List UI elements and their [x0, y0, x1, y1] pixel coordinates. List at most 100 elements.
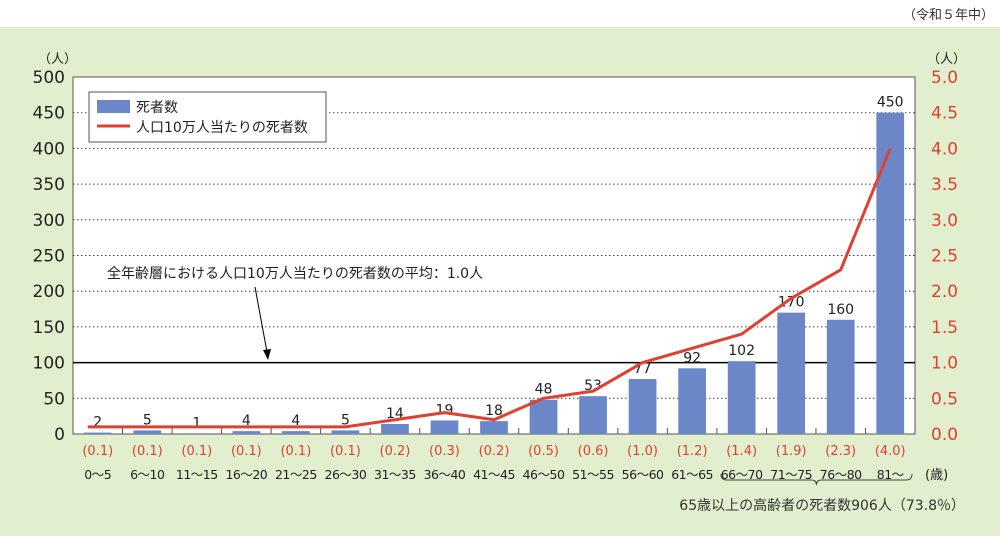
rate-label: (0.2)	[380, 444, 411, 459]
bar	[777, 312, 806, 434]
rate-label: (1.9)	[776, 444, 807, 459]
bar	[826, 319, 855, 434]
bar	[876, 112, 905, 434]
x-tick-label: 81～	[877, 467, 904, 482]
bracket-label: 65歳以上の高齢者の死者数906人（73.8％）	[679, 497, 965, 514]
bar-value-label: 18	[485, 403, 503, 419]
y-right-tick-label: 1.0	[931, 354, 958, 374]
bar-value-label: 2	[93, 415, 102, 431]
x-tick-label: 31～35	[374, 467, 416, 482]
x-tick-label: 76～80	[820, 467, 862, 482]
bracket	[720, 473, 913, 486]
x-unit: (歳)	[925, 468, 948, 483]
bar-value-label: 160	[827, 302, 854, 318]
x-tick-label: 16～20	[225, 467, 267, 482]
x-tick-label: 36～40	[424, 467, 466, 482]
bar-value-label: 48	[535, 382, 553, 398]
x-tick-label: 51～55	[572, 467, 614, 482]
rate-label: (0.1)	[330, 444, 361, 459]
x-tick-label: 11～15	[176, 467, 218, 482]
x-tick-label: 61～65	[671, 467, 713, 482]
x-tick-label: 26～30	[325, 467, 367, 482]
rate-label: (0.6)	[578, 444, 609, 459]
y-right-tick-label: 0.5	[931, 389, 958, 409]
y-right-tick-label: 4.5	[931, 104, 958, 124]
bar	[133, 430, 162, 434]
y-right-tick-label: 3.5	[931, 175, 958, 195]
y-right-tick-label: 3.0	[931, 211, 958, 231]
y-right-tick-label: 1.5	[931, 318, 958, 338]
bar	[480, 421, 508, 434]
x-tick-label: 6～10	[130, 467, 165, 482]
bar	[331, 430, 360, 434]
bar	[727, 361, 756, 434]
rate-label: (0.2)	[479, 444, 510, 459]
x-tick-label: 41～45	[473, 467, 515, 482]
reference-arrowhead	[263, 349, 271, 360]
y-left-unit: （人）	[38, 52, 77, 67]
bar-value-label: 5	[341, 412, 350, 428]
rate-line	[87, 147, 892, 429]
y-left-tick-label: 150	[33, 318, 65, 338]
x-tick-label: 46～50	[523, 467, 565, 482]
bar-value-label: 92	[683, 350, 701, 366]
bar	[381, 424, 409, 434]
x-tick-label: 21～25	[275, 467, 317, 482]
y-right-tick-label: 4.0	[931, 139, 958, 159]
rate-label: (0.1)	[280, 444, 311, 459]
y-left-tick-label: 250	[33, 247, 65, 267]
x-tick-label: 66～70	[721, 467, 763, 482]
y-right-tick-label: 2.0	[931, 282, 958, 302]
x-tick-label: 56～60	[622, 467, 664, 482]
bar	[529, 399, 558, 434]
bar-value-label: 19	[436, 402, 454, 418]
bar	[430, 420, 459, 434]
bar	[579, 396, 607, 434]
bar-value-label: 102	[728, 343, 755, 359]
y-left-tick-label: 450	[33, 104, 65, 124]
y-right-unit: （人）	[927, 52, 966, 67]
bar	[628, 379, 657, 434]
y-right-tick-label: 2.5	[931, 247, 958, 267]
legend-bar-label: 死者数	[136, 100, 178, 116]
rate-label: (0.3)	[429, 444, 460, 459]
bar-value-label: 4	[291, 413, 300, 429]
rate-label: (0.1)	[132, 444, 163, 459]
bar-value-label: 1	[192, 415, 201, 431]
rate-label: (0.1)	[231, 444, 262, 459]
rate-label: (2.3)	[825, 444, 856, 459]
rate-label: (1.0)	[627, 444, 658, 459]
y-left-tick-label: 350	[33, 175, 65, 195]
rate-label: (1.2)	[677, 444, 708, 459]
reference-line-label: 全年齢層における人口10万人当たりの死者数の平均：1.0人	[107, 265, 483, 282]
legend-line-label: 人口10万人当たりの死者数	[136, 120, 308, 136]
x-tick-label: 71～75	[770, 467, 812, 482]
y-left-tick-label: 100	[33, 354, 65, 374]
y-left-tick-label: 400	[33, 139, 65, 159]
y-left-tick-label: 200	[33, 282, 65, 302]
y-left-tick-label: 50	[43, 389, 65, 409]
y-right-tick-label: 5.0	[931, 68, 958, 88]
bar	[232, 431, 261, 434]
y-left-tick-label: 500	[33, 68, 65, 88]
y-right-tick-label: 0.0	[931, 425, 958, 445]
bar-value-label: 5	[143, 412, 152, 428]
bar	[83, 432, 112, 434]
bar-value-label: 450	[877, 95, 904, 111]
bar	[678, 368, 706, 434]
rate-label: (4.0)	[875, 444, 906, 459]
reference-arrow	[254, 286, 268, 353]
y-left-tick-label: 300	[33, 211, 65, 231]
bar-value-label: 4	[242, 413, 251, 429]
y-left-tick-label: 0	[54, 425, 65, 445]
rate-label: (0.5)	[528, 444, 559, 459]
bar	[182, 433, 211, 434]
period-note: （令和５年中）	[902, 8, 994, 23]
x-tick-label: 0～5	[84, 467, 111, 482]
bar-value-label: 170	[778, 295, 805, 311]
legend-bar-swatch	[97, 100, 130, 113]
bar	[282, 431, 310, 434]
rate-label: (0.1)	[181, 444, 212, 459]
rate-label: (0.1)	[82, 444, 113, 459]
